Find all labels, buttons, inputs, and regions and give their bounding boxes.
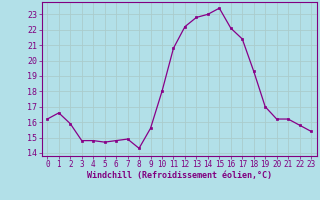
X-axis label: Windchill (Refroidissement éolien,°C): Windchill (Refroidissement éolien,°C) — [87, 171, 272, 180]
